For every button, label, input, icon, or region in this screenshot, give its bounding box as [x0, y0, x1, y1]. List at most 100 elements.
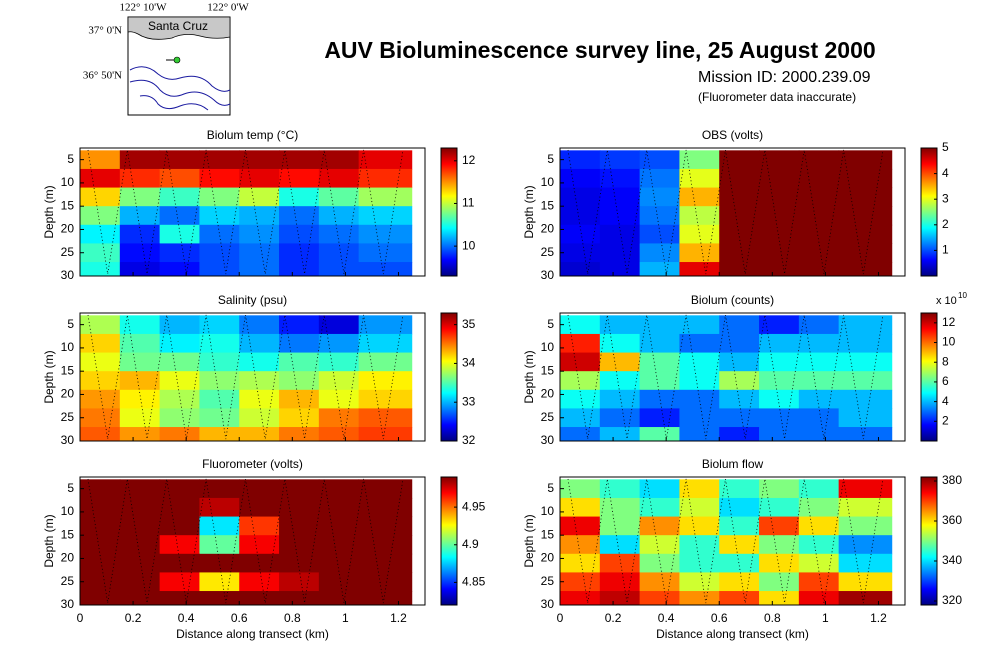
cell: [159, 389, 200, 409]
cell: [318, 371, 360, 391]
cell: [639, 535, 680, 555]
cell: [719, 591, 760, 605]
colorbar: [920, 147, 938, 277]
cell: [318, 479, 360, 499]
cell: [159, 187, 200, 207]
cell: [80, 535, 121, 555]
panel: Biolum temp (°C) Depth (m) 5 10 15 20 25 30 10 11…: [42, 128, 476, 282]
cell: [798, 479, 840, 499]
cell: [159, 497, 200, 518]
cell: [719, 572, 760, 592]
cell: [560, 371, 601, 391]
cell: [759, 333, 800, 354]
cell: [80, 479, 121, 499]
cell: [279, 516, 320, 536]
cell: [318, 535, 360, 555]
cell: [599, 408, 641, 428]
colorbar-tick-label: 5: [942, 140, 949, 154]
cell: [759, 262, 800, 276]
cell: [679, 535, 720, 555]
cell: [199, 497, 240, 518]
colorbar-tick-label: 2: [942, 217, 949, 231]
cell: [279, 333, 320, 354]
cell: [318, 315, 360, 335]
y-tick-label: 10: [61, 504, 75, 518]
cell: [358, 315, 413, 335]
cell: [838, 516, 893, 536]
cell: [279, 591, 320, 605]
y-tick-label: 10: [541, 504, 555, 518]
cell: [838, 206, 893, 226]
colorbar: [440, 147, 458, 277]
x-tick-label: 1.2: [870, 611, 887, 625]
cell: [119, 572, 161, 592]
cell: [159, 352, 200, 372]
cell: [279, 408, 320, 428]
cell: [159, 516, 200, 536]
cell: [80, 168, 121, 189]
cell: [119, 333, 161, 354]
cell: [119, 243, 161, 263]
lon-label: 122° 10'W: [119, 2, 167, 14]
cell: [838, 591, 893, 605]
cell: [798, 553, 840, 573]
y-tick-label: 5: [67, 152, 74, 166]
cell: [358, 262, 413, 276]
cell: [838, 427, 893, 441]
panel: Biolum flow Depth (m) 5 10 15 20 25 300 0.2 0.4 0.…: [522, 457, 962, 641]
y-tick-label: 30: [61, 268, 75, 282]
cell: [599, 150, 641, 170]
y-tick-label: 15: [61, 198, 75, 212]
panel: Biolum (counts) Depth (m) 5 10 15 20 25 30 2 4 6 8 1…: [522, 291, 967, 447]
cell: [80, 389, 121, 409]
cell: [798, 389, 840, 409]
cell: [560, 315, 601, 335]
cells: [560, 478, 893, 605]
y-tick-label: 10: [61, 175, 75, 189]
cell: [639, 516, 680, 536]
cell: [358, 371, 413, 391]
cell: [560, 262, 601, 276]
colorbar-multiplier: x 10: [936, 295, 957, 307]
cell: [119, 206, 161, 226]
cell: [759, 187, 800, 207]
cell: [838, 224, 893, 244]
cell: [599, 206, 641, 226]
cell: [358, 224, 413, 244]
cell: [719, 187, 760, 207]
cell: [318, 572, 360, 592]
cell: [798, 427, 840, 441]
cell: [639, 352, 680, 372]
cell: [80, 352, 121, 372]
cell: [759, 553, 800, 573]
cell: [279, 168, 320, 189]
cell: [798, 206, 840, 226]
cell: [759, 206, 800, 226]
cell: [719, 497, 760, 518]
cell: [560, 497, 601, 518]
cell: [560, 591, 601, 605]
cell: [199, 187, 240, 207]
cell: [159, 224, 200, 244]
cell: [599, 516, 641, 536]
cell: [199, 535, 240, 555]
cell: [279, 243, 320, 263]
mission-id: Mission ID: 2000.239.09: [698, 69, 871, 86]
x-tick-label: 0.8: [764, 611, 781, 625]
y-tick-label: 25: [541, 245, 555, 259]
panel-title: Biolum (counts): [691, 293, 774, 307]
cell: [239, 516, 280, 536]
cell: [239, 243, 280, 263]
cell: [759, 535, 800, 555]
place-label: Santa Cruz: [148, 19, 208, 33]
cell: [119, 150, 161, 170]
colorbar-tick-label: 6: [942, 374, 949, 388]
cell: [838, 150, 893, 170]
cell: [199, 206, 240, 226]
cell: [199, 262, 240, 276]
cell: [80, 333, 121, 354]
cell: [279, 150, 320, 170]
isobath: [129, 79, 231, 106]
panel: Salinity (psu) Depth (m) 5 10 15 20 25 30 32 33 34…: [42, 293, 476, 447]
cell: [719, 262, 760, 276]
